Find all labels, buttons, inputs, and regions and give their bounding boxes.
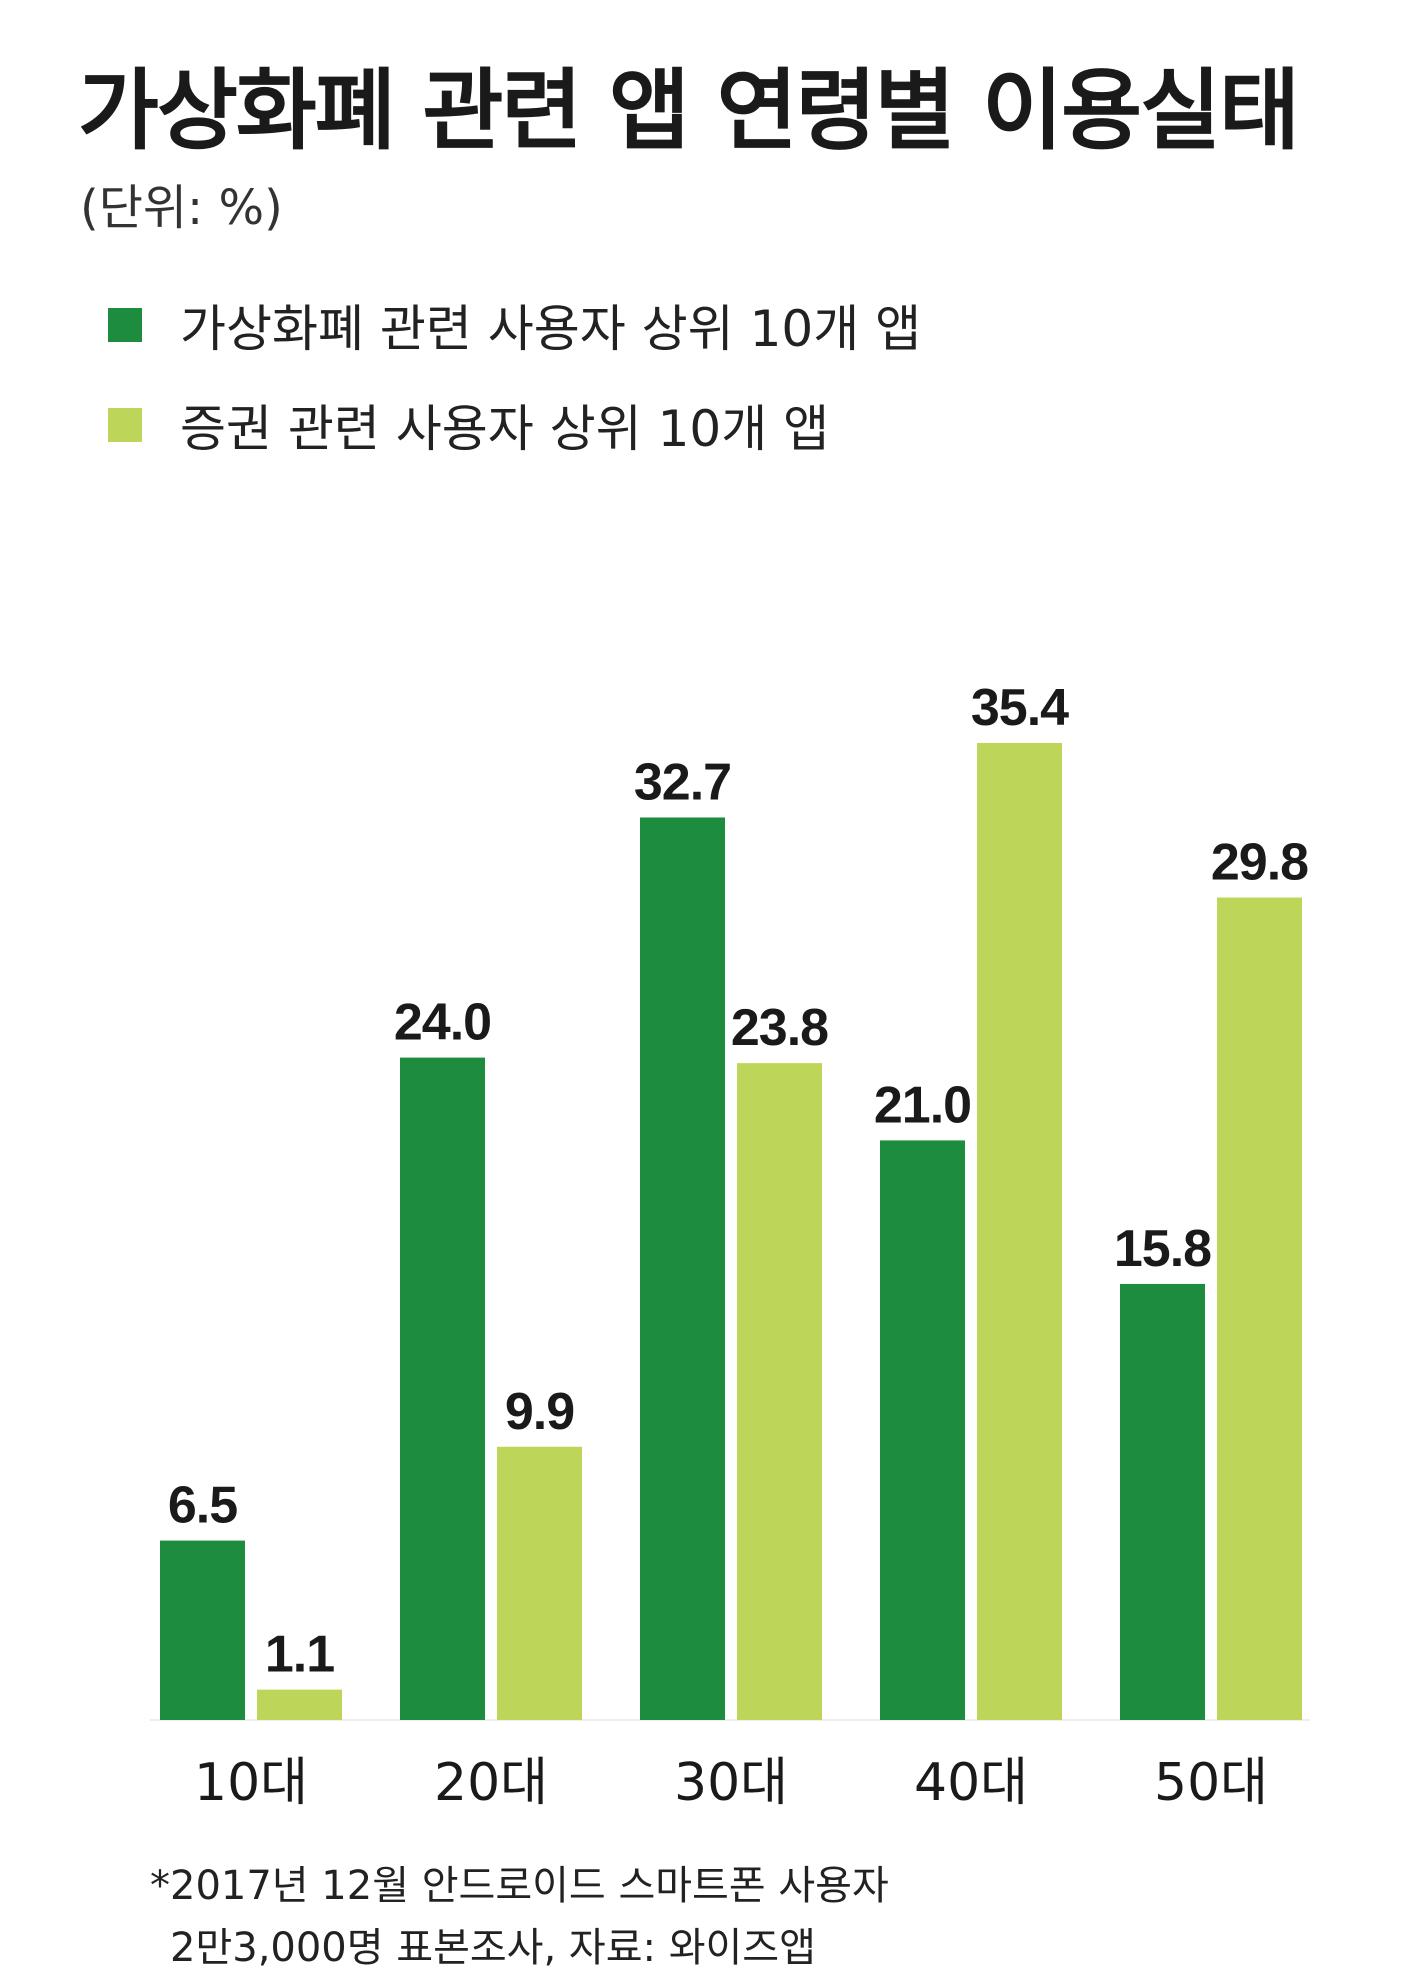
unit-label: (단위: %): [80, 180, 283, 236]
footnote-line-2: 2만3,000명 표본조사, 자료: 와이즈앱: [170, 1925, 816, 1971]
value-label-crypto-30대: 32.7: [634, 753, 731, 811]
category-label-10대: 10대: [194, 1753, 308, 1813]
bar-crypto-10대: [160, 1540, 245, 1720]
value-label-stock-50대: 29.8: [1211, 834, 1308, 892]
chart-title: 가상화폐 관련 앱 연령별 이용실태: [78, 59, 1300, 162]
category-label-40대: 40대: [914, 1753, 1028, 1813]
value-label-stock-40대: 35.4: [971, 679, 1069, 737]
value-label-stock-20대: 9.9: [505, 1383, 574, 1441]
legend-swatch-stock: [108, 408, 142, 442]
bar-crypto-40대: [880, 1140, 965, 1720]
bar-stock-40대: [977, 742, 1062, 1720]
value-label-stock-30대: 23.8: [731, 999, 828, 1057]
bar-crypto-50대: [1120, 1283, 1205, 1720]
category-label-20대: 20대: [434, 1753, 548, 1813]
legend-label-crypto: 가상화폐 관련 사용자 상위 10개 앱: [180, 300, 922, 358]
bar-stock-30대: [737, 1063, 822, 1720]
value-label-crypto-20대: 24.0: [394, 994, 491, 1052]
bar-crypto-20대: [400, 1057, 485, 1720]
bar-stock-10대: [257, 1689, 342, 1720]
legend: 가상화폐 관련 사용자 상위 10개 앱 증권 관련 사용자 상위 10개 앱: [108, 290, 921, 490]
footnote: *2017년 12월 안드로이드 스마트폰 사용자 2만3,000명 표본조사,…: [150, 1855, 889, 1979]
value-label-crypto-40대: 21.0: [874, 1076, 971, 1134]
value-label-crypto-50대: 15.8: [1114, 1220, 1211, 1278]
category-label-30대: 30대: [674, 1753, 788, 1813]
legend-swatch-crypto: [108, 308, 142, 342]
value-label-stock-10대: 1.1: [265, 1626, 334, 1684]
legend-item-stock: 증권 관련 사용자 상위 10개 앱: [108, 390, 921, 460]
legend-item-crypto: 가상화폐 관련 사용자 상위 10개 앱: [108, 290, 921, 360]
bar-stock-50대: [1217, 897, 1302, 1720]
legend-label-stock: 증권 관련 사용자 상위 10개 앱: [180, 400, 830, 458]
footnote-line-1: *2017년 12월 안드로이드 스마트폰 사용자: [150, 1863, 889, 1909]
bar-chart: 6.5 1.1 10대 24.0 9.9 20대 32.7 23.8 30대 21.0 35.4 40…: [150, 679, 1310, 1813]
bar-stock-20대: [497, 1446, 582, 1720]
value-label-crypto-10대: 6.5: [168, 1477, 237, 1535]
category-label-50대: 50대: [1154, 1753, 1268, 1813]
bar-crypto-30대: [640, 817, 725, 1720]
